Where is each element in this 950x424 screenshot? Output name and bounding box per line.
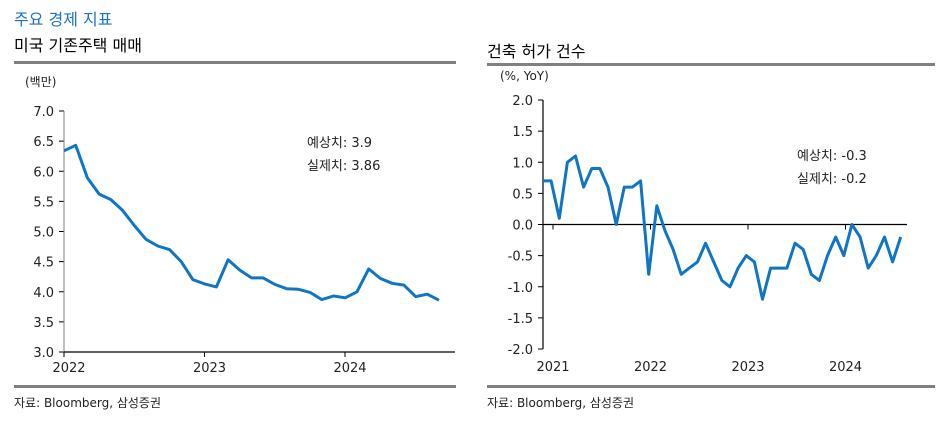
y-tick-label: 5.0	[33, 226, 54, 241]
y-tick-label: -0.5	[508, 250, 533, 265]
x-tick-label: 2023	[193, 361, 226, 376]
annotation-actual: 실제치: -0.2	[797, 172, 867, 187]
x-tick-label: 2022	[52, 361, 85, 376]
chart-title-building-permits: 건축 허가 건수	[487, 42, 586, 61]
x-tick-label: 2024	[333, 361, 366, 376]
source-right: 자료: Bloomberg, 삼성증권	[487, 396, 635, 410]
x-tick-label: 2023	[731, 360, 764, 375]
y-tick-label: 1.0	[512, 156, 533, 171]
x-tick-label: 2022	[634, 360, 667, 375]
series-line-existing-home-sales	[63, 143, 440, 302]
y-tick-label: 7.0	[33, 105, 54, 120]
x-tick-label: 2021	[536, 360, 569, 375]
y-tick-label: 3.5	[33, 316, 54, 331]
y-tick-label: 2.0	[512, 94, 533, 109]
section-title: 주요 경제 지표	[14, 10, 113, 29]
chart-title-existing-home-sales: 미국 기존주택 매매	[14, 36, 142, 55]
y-tick-label: 6.5	[33, 135, 54, 150]
y-tick-label: 5.5	[33, 195, 54, 210]
source-rule-left	[14, 385, 456, 388]
y-unit-label: (백만)	[25, 75, 56, 89]
annotation-forecast: 예상치: -0.3	[797, 149, 867, 164]
y-tick-label: -2.0	[508, 343, 533, 358]
x-tick-label: 2024	[829, 360, 862, 375]
chart-building-permits: (%, YoY) -2.0 -1.5 -1.0 -0.5 0.0 0.5 1.0 1.5 2.0…	[500, 69, 907, 375]
annotation-forecast: 예상치: 3.9	[307, 136, 372, 151]
series-line-building-permits	[543, 154, 903, 301]
title-rule-right	[487, 63, 935, 66]
title-rule-left	[14, 61, 456, 64]
y-tick-label: 1.5	[512, 125, 533, 140]
annotation-actual: 실제치: 3.86	[307, 159, 380, 174]
y-tick-label: -1.5	[508, 312, 533, 327]
y-tick-label: -1.0	[508, 281, 533, 296]
y-tick-label: 0.5	[512, 187, 533, 202]
source-left: 자료: Bloomberg, 삼성증권	[14, 396, 162, 410]
source-rule-right	[487, 385, 935, 388]
y-tick-label: 4.5	[33, 256, 54, 271]
y-unit-label: (%, YoY)	[500, 69, 549, 83]
chart-existing-home-sales: (백만) 3.0 3.5 4.0 4.5 5.0 5.5 6.0 6.5 7.0 2022 202…	[25, 75, 455, 376]
y-tick-label: 3.0	[33, 346, 54, 361]
y-tick-label: 6.0	[33, 165, 54, 180]
y-tick-label: 4.0	[33, 286, 54, 301]
y-tick-label: 0.0	[512, 219, 533, 234]
